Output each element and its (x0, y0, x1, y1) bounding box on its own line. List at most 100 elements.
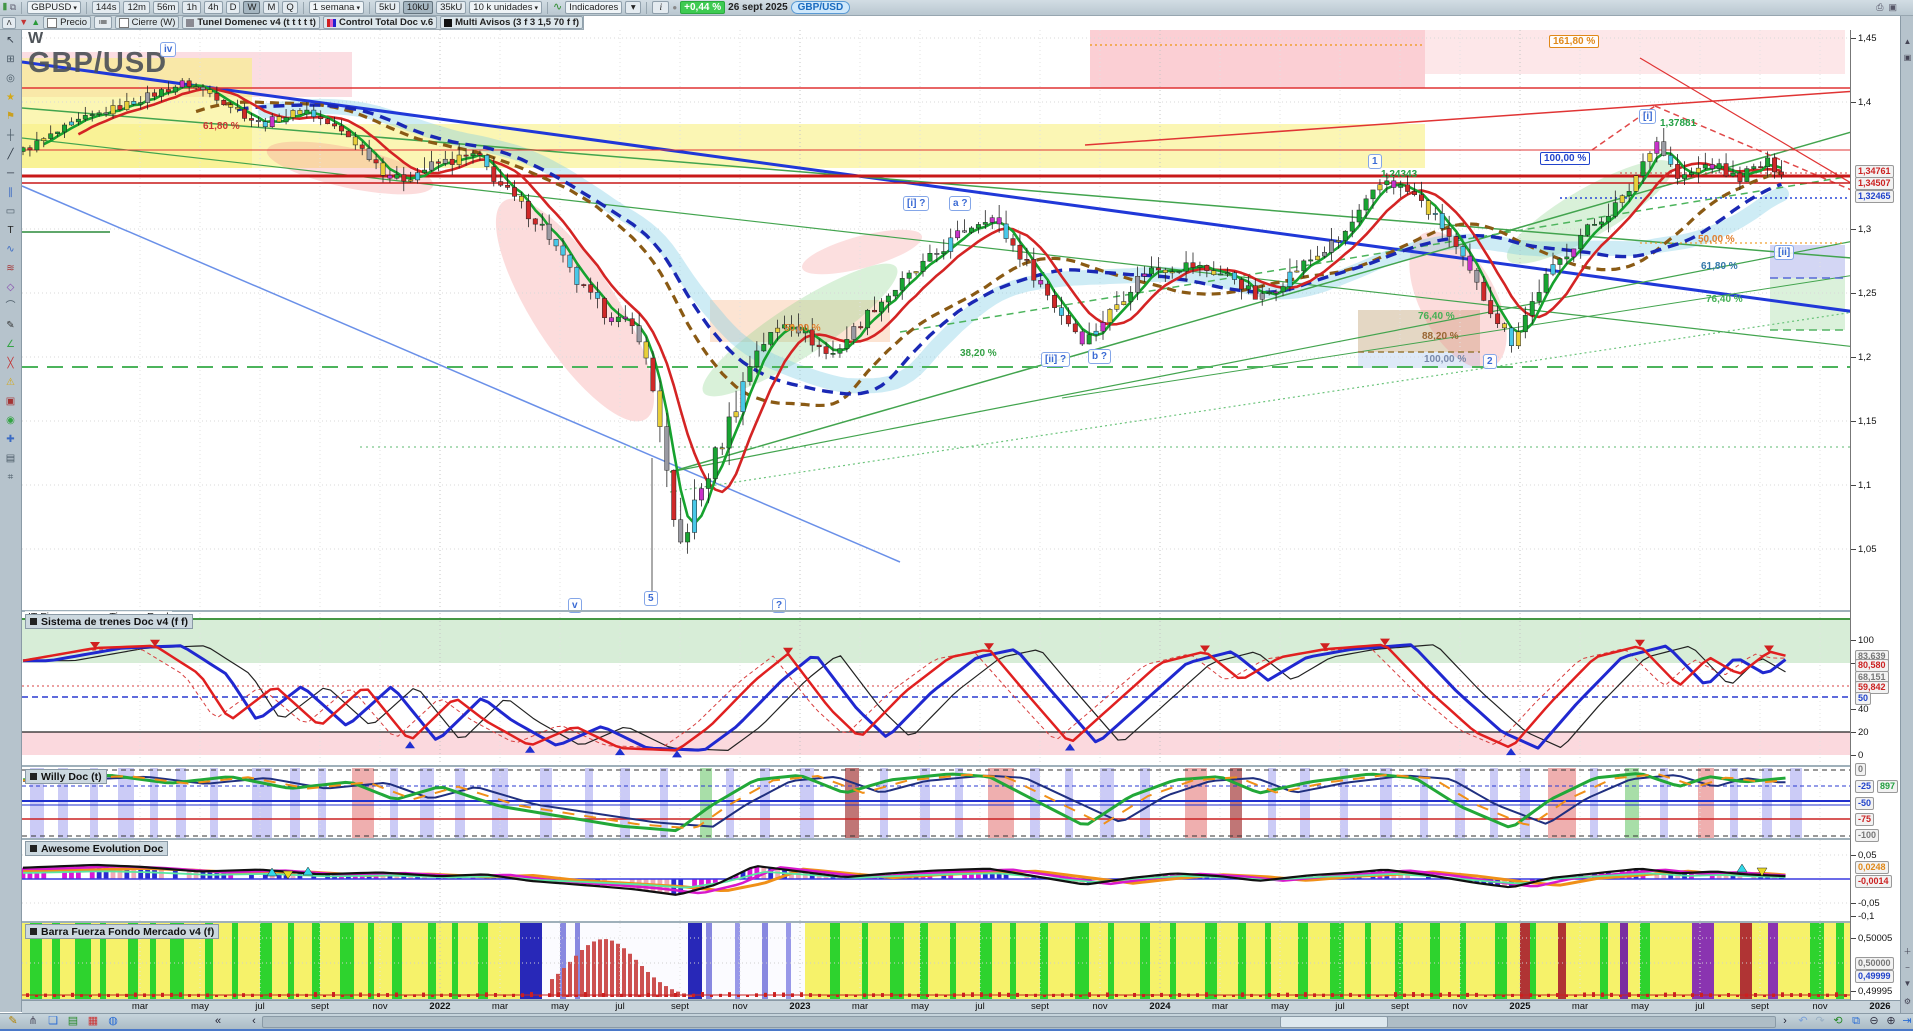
grid-icon[interactable]: ⌗ (7, 471, 14, 483)
wave-label[interactable]: a ? (949, 196, 972, 211)
indicators-button[interactable]: Indicadores (565, 1, 623, 14)
fib-label[interactable]: 76,40 % (1706, 294, 1743, 305)
zoom-select-icon[interactable]: ⧉ (1852, 1015, 1860, 1027)
legend-cierre[interactable]: Cierre (W) (114, 16, 180, 29)
fib-label[interactable]: 100,00 % (1540, 152, 1591, 165)
scroll-left-icon[interactable]: ‹ (252, 1015, 256, 1027)
web-icon[interactable]: ◍ (108, 1015, 118, 1027)
fib-label[interactable]: 50,00 % (1698, 234, 1735, 245)
fib-label[interactable]: 100,00 % (1424, 354, 1467, 365)
tf-button-Q[interactable]: Q (282, 1, 298, 14)
zoom-window-icon[interactable]: ⊞ (6, 53, 15, 65)
star-icon[interactable]: ★ (6, 91, 15, 103)
redo-icon[interactable]: ↷ (1815, 1015, 1825, 1027)
add-icon[interactable]: ✚ (6, 433, 15, 445)
units-select[interactable]: 10 k unidades ▾ (469, 1, 542, 14)
unit-button-35kU[interactable]: 35kU (436, 1, 467, 14)
wave-label[interactable]: v (568, 598, 582, 613)
panel-header-p3[interactable]: Awesome Evolution Doc (25, 841, 169, 856)
tf-button-12m[interactable]: 12m (123, 1, 150, 14)
channel-icon[interactable]: ∥ (8, 186, 13, 198)
flag-icon[interactable]: ⚑ (6, 110, 15, 122)
unit-button-5kU[interactable]: 5kU (375, 1, 400, 14)
list-button[interactable]: ≔ (94, 16, 112, 29)
tf-button-W[interactable]: W (243, 1, 261, 14)
wave-label[interactable]: ? (772, 598, 787, 613)
tf-button-4h[interactable]: 4h (204, 1, 223, 14)
period-select[interactable]: 1 semana ▾ (308, 1, 364, 14)
arc-icon[interactable]: ⌒ (5, 300, 16, 312)
legend-tunel[interactable]: Tunel Domenec v4 (t t t t t) (182, 16, 320, 29)
symbol-select[interactable]: GBPUSD ▾ (27, 1, 81, 14)
delete-icon[interactable]: ╳ (7, 357, 14, 369)
fib-label[interactable]: 1,37881 (1660, 118, 1697, 129)
date-axis[interactable]: mar may jul sept nov 2022 mar may jul sept nov 2023… (22, 1000, 1900, 1014)
tf-button-D[interactable]: D (225, 1, 241, 14)
fib-label[interactable]: 1,24343 (1381, 169, 1418, 180)
layout-icon[interactable]: ▣ (1888, 2, 1897, 12)
buy-arrow-icon[interactable]: ▲ (31, 17, 41, 27)
panel-header-p2[interactable]: Willy Doc (t) (25, 769, 107, 784)
panel-header-p4[interactable]: Barra Fuerza Fondo Mercado v4 (f) (25, 924, 220, 939)
hscrollbar-thumb[interactable] (1280, 1016, 1388, 1028)
pencil-icon[interactable]: ✎ (6, 319, 15, 331)
legend-precio[interactable]: Precio (43, 16, 92, 29)
draw-icon[interactable]: ✎ (8, 1015, 18, 1027)
camera-icon[interactable]: ⎙ (1876, 2, 1884, 12)
wave-label[interactable]: [ii] (1774, 245, 1795, 260)
undo-icon[interactable]: ↶ (1798, 1015, 1808, 1027)
zoom-reset-icon[interactable]: ⟲ (1833, 1015, 1843, 1027)
wave-icon[interactable]: ∿ (6, 243, 15, 255)
wave-label[interactable]: [ii] ? (1041, 352, 1071, 367)
fib-label[interactable]: 76,40 % (1418, 311, 1455, 322)
export-icon[interactable]: ▤ (67, 1015, 79, 1027)
right-scroll-column[interactable]: ▲ ▣ ＋ − ▼ ⚙ (1900, 16, 1913, 1013)
scroll-right-icon[interactable]: › (1783, 1015, 1787, 1027)
fib-label[interactable]: 161,80 % (1549, 35, 1600, 48)
panel-header-p1[interactable]: Sistema de trenes Doc v4 (f f) (25, 614, 194, 629)
collapse-button[interactable]: ᐱ (2, 16, 17, 29)
wave-label[interactable]: 1 (1368, 154, 1382, 169)
text-icon[interactable]: T (7, 224, 14, 236)
fibonacci-icon[interactable]: ≋ (6, 262, 15, 274)
tf-button-M[interactable]: M (263, 1, 280, 14)
chat-icon[interactable]: ❏ (48, 1015, 58, 1027)
layers-icon[interactable]: ▤ (5, 452, 16, 464)
tf-button-144s[interactable]: 144s (91, 1, 121, 14)
hscrollbar-track[interactable] (262, 1016, 1776, 1028)
fib-label[interactable]: 61,80 % (1701, 261, 1738, 272)
unit-button-10kU[interactable]: 10kU (402, 1, 434, 14)
stats-icon[interactable]: ▦ (87, 1015, 99, 1027)
symbol-pill[interactable]: GBP/USD (790, 1, 851, 14)
wave-label[interactable]: 2 (1483, 354, 1497, 369)
zoom-out-icon[interactable]: ⊖ (1869, 1015, 1879, 1027)
settings-icon[interactable]: ⚙ (1903, 997, 1912, 1006)
info-button[interactable]: i (652, 1, 670, 14)
fib-label[interactable]: 38,20 % (960, 348, 997, 359)
target-icon[interactable]: ◉ (6, 414, 15, 426)
rect-icon[interactable]: ▭ (5, 205, 16, 217)
alert-icon[interactable]: ⚠ (6, 376, 15, 388)
share-icon[interactable]: ⋔ (28, 1015, 38, 1027)
scroll-up-icon[interactable]: ▲ (1903, 37, 1912, 46)
zoom-in-icon[interactable]: ⊕ (1886, 1015, 1896, 1027)
checkbox-cierre[interactable] (118, 17, 129, 28)
plus-icon[interactable]: ＋ (1903, 947, 1912, 956)
sell-arrow-icon[interactable]: ▼ (19, 17, 29, 27)
wave-label[interactable]: 5 (644, 591, 658, 606)
indicators-caret-button[interactable]: ▾ (625, 1, 642, 14)
legend-control-total[interactable]: Control Total Doc v.6 (322, 16, 438, 29)
hline-icon[interactable]: ─ (6, 167, 15, 179)
diamond-icon[interactable]: ◇ (6, 281, 15, 293)
fib-label[interactable]: 61,80 % (203, 121, 240, 132)
autoscroll-icon[interactable]: ⇥ (1902, 1015, 1912, 1027)
legend-multi-avisos[interactable]: Multi Avisos (3 f 3 1,5 70 f f) (440, 16, 583, 29)
minus-icon[interactable]: − (1905, 963, 1910, 972)
fib-label[interactable]: 88,20 % (1422, 331, 1459, 342)
tf-button-1h[interactable]: 1h (182, 1, 202, 14)
wave-label[interactable]: iv (160, 42, 177, 57)
magnifier-icon[interactable]: ◎ (6, 72, 15, 84)
scroll-down-icon[interactable]: ▼ (1903, 979, 1912, 988)
fib-label[interactable]: 50,00 % (784, 323, 821, 334)
